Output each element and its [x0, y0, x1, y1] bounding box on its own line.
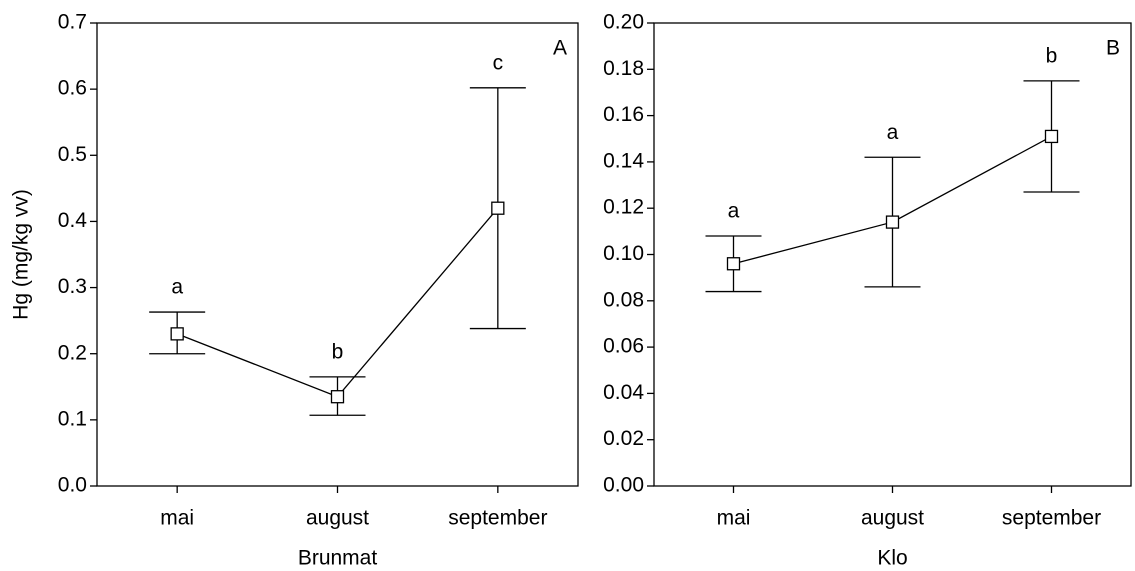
y-tick-label: 0.4 [58, 209, 88, 232]
y-tick-label: 0.14 [603, 149, 644, 172]
y-tick-label: 0.16 [603, 103, 644, 126]
significance-label: b [1046, 44, 1058, 67]
marker [726, 257, 741, 271]
significance-label: a [728, 200, 740, 223]
y-tick-label: 0.3 [58, 275, 87, 298]
marker [491, 201, 505, 215]
x-tick-label: mai [717, 507, 751, 530]
y-axis-label: Hg (mg/kg vv) [10, 189, 33, 320]
y-tick-label: 0.02 [603, 427, 644, 450]
significance-label: b [332, 340, 344, 363]
series-line [176, 207, 499, 398]
significance-label: a [887, 121, 899, 144]
x-axis-label: Klo [877, 547, 907, 570]
marker [170, 327, 184, 341]
significance-label: a [171, 276, 183, 299]
y-tick-label: 0.5 [58, 143, 87, 166]
x-tick-label: september [448, 507, 547, 530]
y-tick-label: 0.20 [603, 11, 644, 34]
x-tick-label: september [1002, 507, 1101, 530]
y-tick-label: 0.7 [58, 11, 87, 34]
y-tick-label: 0.00 [603, 474, 644, 497]
significance-label: c [493, 51, 504, 74]
panel-label: A [553, 37, 567, 60]
marker [885, 215, 900, 229]
x-tick-label: mai [160, 507, 194, 530]
marker [330, 390, 345, 404]
x-tick-label: august [306, 507, 369, 530]
plot-frame [96, 22, 579, 487]
y-tick-label: 0.04 [603, 381, 644, 404]
y-tick-label: 0.06 [603, 335, 644, 358]
y-tick-label: 0.0 [58, 474, 87, 497]
y-tick-label: 0.12 [603, 196, 644, 219]
x-axis-label: Brunmat [298, 547, 378, 570]
y-tick-label: 0.18 [603, 57, 644, 80]
panel-label: B [1106, 37, 1120, 60]
x-tick-label: august [861, 507, 924, 530]
y-tick-label: 0.1 [58, 407, 87, 430]
y-tick-label: 0.08 [603, 288, 644, 311]
y-tick-label: 0.10 [603, 242, 644, 265]
marker [1044, 129, 1059, 144]
y-tick-label: 0.2 [58, 341, 87, 364]
y-tick-label: 0.6 [58, 77, 87, 100]
